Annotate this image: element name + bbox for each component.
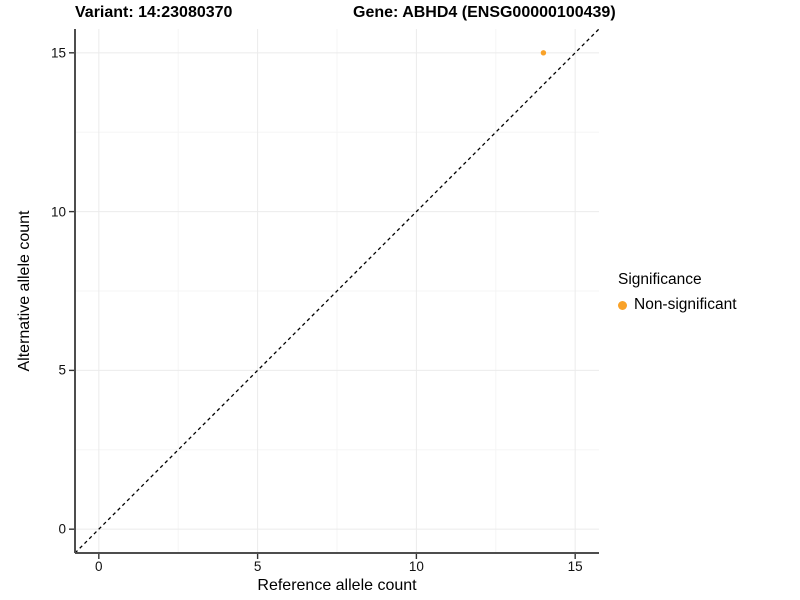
x-tick-label: 5 — [253, 559, 262, 574]
x-tick-label: 15 — [567, 559, 583, 574]
non-significant-dot-icon — [618, 300, 627, 310]
y-tick-label: 0 — [58, 521, 66, 537]
y-tick-label: 15 — [50, 45, 66, 61]
plot-area-svg — [69, 28, 600, 559]
legend-item-non-significant: Non-significant — [618, 296, 737, 314]
legend-title: Significance — [618, 271, 702, 288]
y-tick-labels: 0 5 10 15 — [26, 29, 66, 553]
x-tick-labels: 0 5 10 15 — [75, 559, 599, 575]
variant-title: Variant: 14:23080370 — [75, 4, 233, 21]
legend-item-label: Non-significant — [634, 296, 737, 313]
y-tick-label: 10 — [50, 204, 66, 220]
x-tick-label: 10 — [408, 559, 424, 574]
gene-title: Gene: ABHD4 (ENSG00000100439) — [353, 4, 616, 21]
x-tick-label: 0 — [95, 559, 103, 574]
y-axis-title: Alternative allele count — [16, 210, 33, 372]
y-tick-label: 5 — [58, 362, 66, 378]
plot-panel — [69, 28, 600, 559]
legend: Significance Non-significant — [618, 271, 737, 314]
x-axis-title: Reference allele count — [257, 577, 417, 594]
